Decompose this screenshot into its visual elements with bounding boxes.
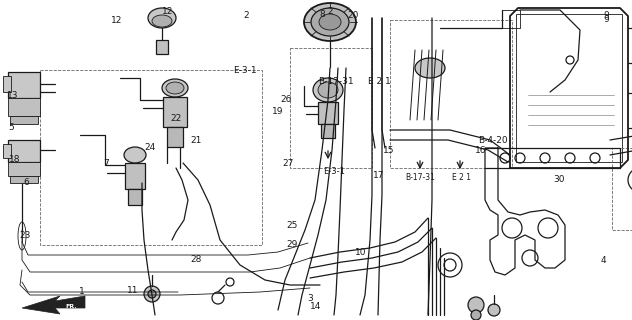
Text: 4: 4 bbox=[601, 256, 606, 265]
Ellipse shape bbox=[311, 8, 349, 36]
Ellipse shape bbox=[162, 79, 188, 97]
Ellipse shape bbox=[304, 3, 356, 41]
Bar bbox=[3, 144, 11, 158]
Bar bbox=[40, 70, 262, 245]
Bar bbox=[125, 163, 145, 189]
Text: 10: 10 bbox=[355, 248, 366, 257]
Text: B-17-31: B-17-31 bbox=[405, 173, 435, 182]
Bar bbox=[156, 40, 168, 54]
Bar bbox=[10, 176, 38, 183]
Bar bbox=[3, 76, 11, 92]
Bar bbox=[167, 127, 183, 147]
Text: 1: 1 bbox=[79, 287, 85, 296]
Bar bbox=[321, 124, 335, 138]
Ellipse shape bbox=[124, 147, 146, 163]
Ellipse shape bbox=[415, 58, 445, 78]
Bar bbox=[8, 140, 40, 162]
Circle shape bbox=[471, 310, 481, 320]
Text: 28: 28 bbox=[190, 255, 202, 264]
Text: 15: 15 bbox=[383, 146, 394, 155]
Bar bbox=[318, 102, 338, 124]
Text: 8: 8 bbox=[319, 10, 325, 19]
Text: 5: 5 bbox=[8, 124, 15, 132]
Circle shape bbox=[148, 290, 156, 298]
Text: 25: 25 bbox=[286, 221, 298, 230]
Circle shape bbox=[468, 297, 484, 313]
Circle shape bbox=[488, 304, 500, 316]
Text: 2: 2 bbox=[244, 12, 249, 20]
Text: 7: 7 bbox=[103, 159, 109, 168]
Polygon shape bbox=[22, 296, 85, 314]
Text: 9: 9 bbox=[604, 12, 610, 20]
Text: B-17-31: B-17-31 bbox=[319, 77, 354, 86]
Text: 17: 17 bbox=[374, 172, 385, 180]
Text: 27: 27 bbox=[282, 159, 293, 168]
Bar bbox=[390, 20, 512, 168]
Ellipse shape bbox=[152, 15, 172, 27]
Bar bbox=[10, 116, 38, 124]
Text: 12: 12 bbox=[162, 7, 173, 17]
Text: 21: 21 bbox=[190, 136, 202, 145]
Ellipse shape bbox=[318, 82, 338, 98]
Text: 12: 12 bbox=[111, 16, 123, 25]
Text: 2: 2 bbox=[327, 7, 333, 17]
Text: 22: 22 bbox=[170, 114, 181, 123]
Text: 26: 26 bbox=[281, 95, 292, 104]
Text: E-3-1: E-3-1 bbox=[233, 66, 257, 75]
Text: 29: 29 bbox=[286, 240, 298, 249]
Text: 16: 16 bbox=[475, 146, 486, 155]
Bar bbox=[8, 72, 40, 98]
Text: 19: 19 bbox=[272, 108, 284, 116]
Bar bbox=[8, 162, 40, 176]
Text: 20: 20 bbox=[347, 12, 358, 20]
Bar bbox=[163, 97, 187, 127]
Text: 24: 24 bbox=[145, 143, 156, 152]
Text: 23: 23 bbox=[20, 231, 31, 240]
Text: 11: 11 bbox=[127, 286, 138, 295]
Text: 6: 6 bbox=[23, 178, 30, 187]
Text: 14: 14 bbox=[310, 302, 322, 311]
Text: 3: 3 bbox=[307, 294, 313, 303]
Text: B-4-20: B-4-20 bbox=[478, 136, 507, 145]
Ellipse shape bbox=[313, 78, 343, 102]
Ellipse shape bbox=[319, 14, 341, 30]
Ellipse shape bbox=[148, 8, 176, 28]
Text: 30: 30 bbox=[554, 175, 565, 184]
Bar bbox=[612, 148, 632, 230]
Text: E-3-1: E-3-1 bbox=[323, 167, 345, 177]
Text: FR.: FR. bbox=[65, 303, 76, 308]
Bar bbox=[516, 14, 622, 162]
Text: E 2 1: E 2 1 bbox=[453, 173, 471, 182]
Bar bbox=[290, 48, 372, 168]
Text: E 2 1: E 2 1 bbox=[368, 77, 391, 86]
Text: 9: 9 bbox=[604, 15, 610, 24]
Circle shape bbox=[144, 286, 160, 302]
Bar bbox=[8, 98, 40, 116]
Text: 13: 13 bbox=[7, 92, 18, 100]
Ellipse shape bbox=[166, 82, 184, 94]
Text: 18: 18 bbox=[9, 156, 21, 164]
Bar bbox=[128, 189, 142, 205]
